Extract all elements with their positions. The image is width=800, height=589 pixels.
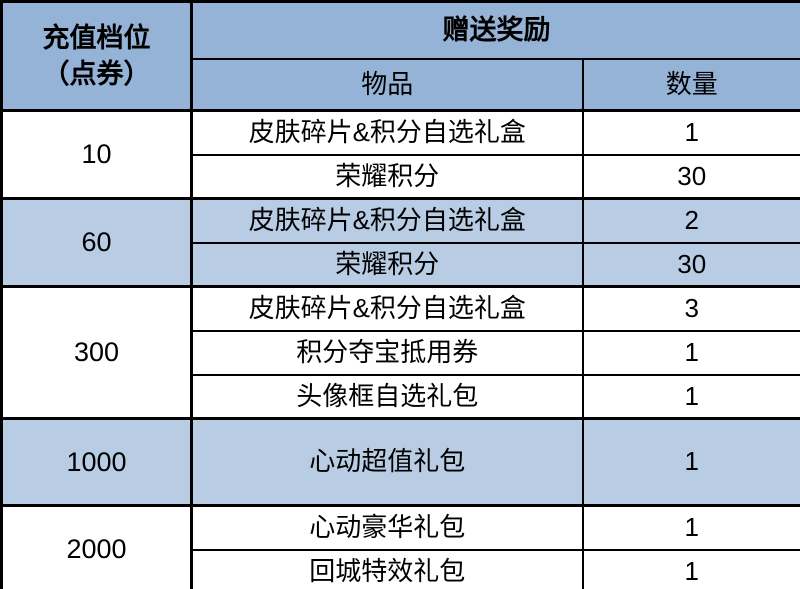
qty-cell: 1 bbox=[581, 329, 800, 376]
tier-cell-2000: 2000 bbox=[0, 504, 193, 589]
item-cell: 皮肤碎片&积分自选礼盒 bbox=[190, 197, 584, 244]
tier-cell-1000: 1000 bbox=[0, 417, 193, 507]
tier-cell-60: 60 bbox=[0, 197, 193, 288]
item-cell: 心动超值礼包 bbox=[190, 417, 584, 507]
qty-cell: 1 bbox=[581, 504, 800, 551]
item-cell: 心动豪华礼包 bbox=[190, 504, 584, 551]
tier-cell-300: 300 bbox=[0, 285, 193, 420]
qty-cell: 1 bbox=[581, 373, 800, 420]
item-cell: 皮肤碎片&积分自选礼盒 bbox=[190, 109, 584, 156]
rewards-column-header: 赠送奖励 bbox=[190, 0, 800, 60]
item-cell: 积分夺宝抵用券 bbox=[190, 329, 584, 376]
item-cell: 荣耀积分 bbox=[190, 241, 584, 288]
qty-cell: 3 bbox=[581, 285, 800, 332]
item-cell: 回城特效礼包 bbox=[190, 548, 584, 589]
qty-cell: 30 bbox=[581, 153, 800, 200]
tier-header-line2: （点券） bbox=[42, 59, 151, 89]
item-cell: 荣耀积分 bbox=[190, 153, 584, 200]
item-column-header: 物品 bbox=[190, 57, 584, 112]
item-cell: 皮肤碎片&积分自选礼盒 bbox=[190, 285, 584, 332]
tier-cell-10: 10 bbox=[0, 109, 193, 200]
qty-cell: 1 bbox=[581, 548, 800, 589]
qty-column-header: 数量 bbox=[581, 57, 800, 112]
qty-cell: 1 bbox=[581, 417, 800, 507]
qty-cell: 30 bbox=[581, 241, 800, 288]
item-cell: 头像框自选礼包 bbox=[190, 373, 584, 420]
qty-cell: 1 bbox=[581, 109, 800, 156]
tier-header-line1: 充值档位 bbox=[42, 22, 151, 53]
qty-cell: 2 bbox=[581, 197, 800, 244]
tier-column-header: 充值档位 （点券） bbox=[0, 0, 193, 112]
